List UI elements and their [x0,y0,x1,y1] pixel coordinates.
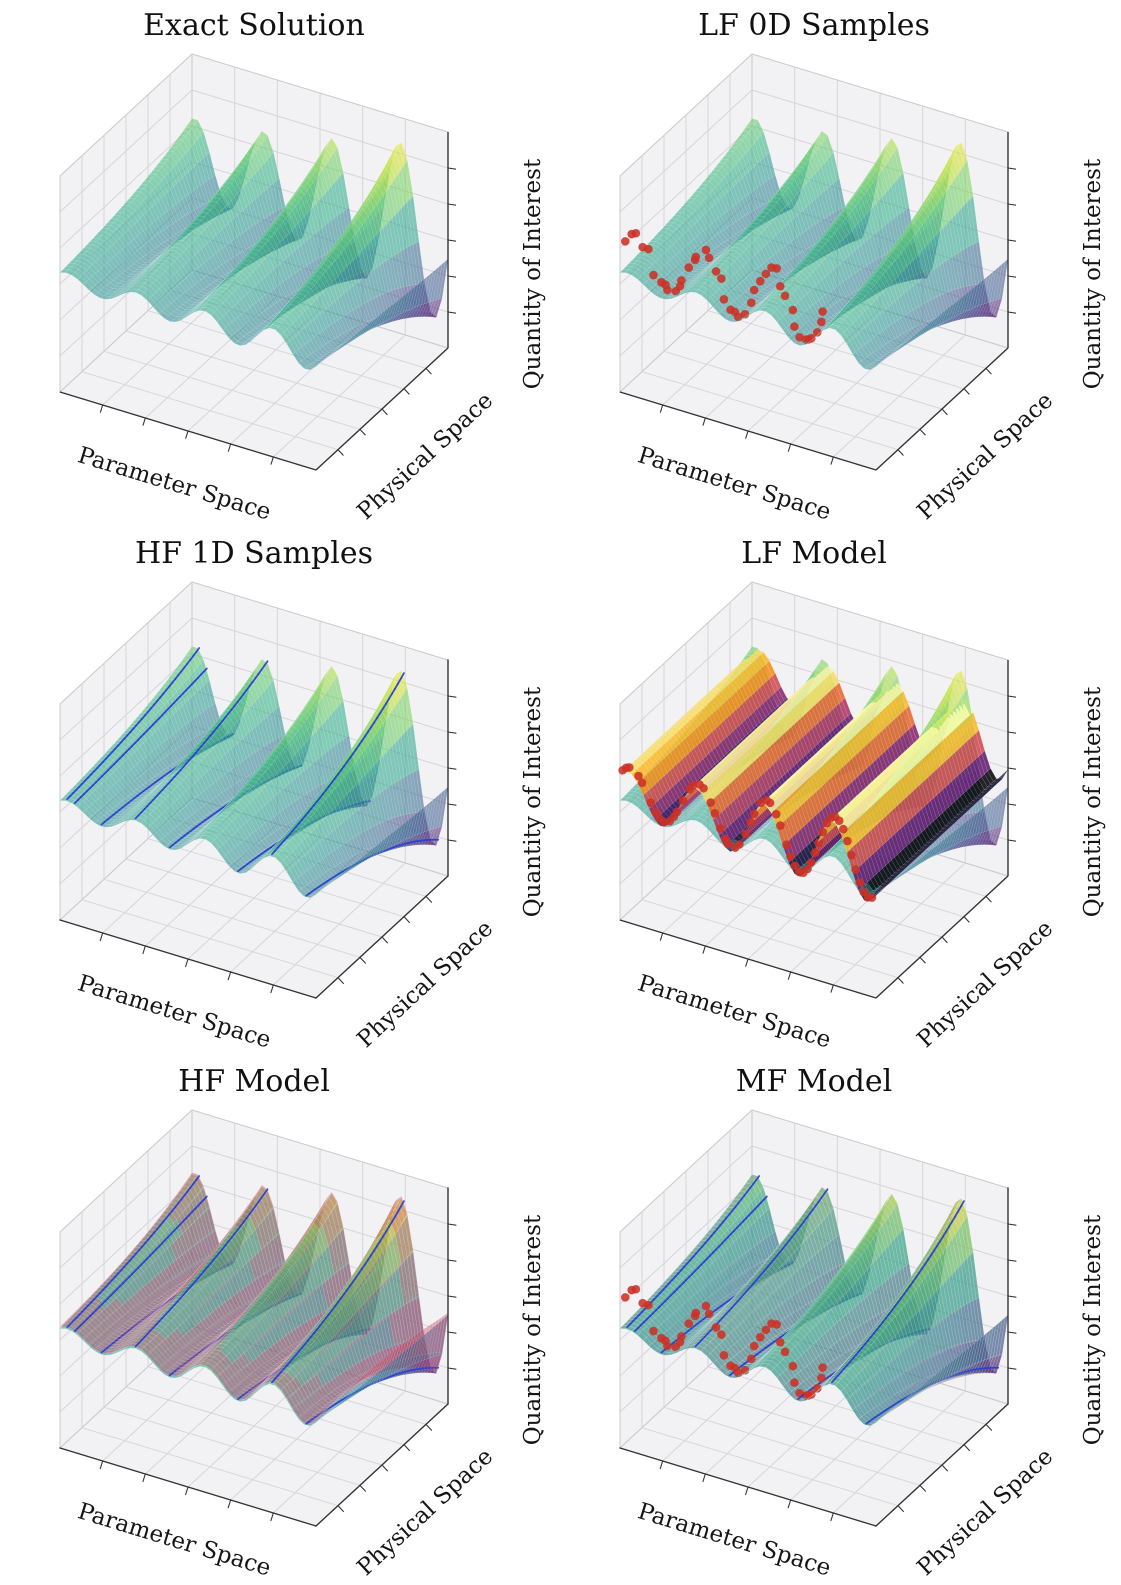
subplot-title-lf-0d-samples: LF 0D Samples [698,8,930,43]
subplot-mf-model: MF Model [560,1056,1120,1584]
surface-plot-canvas-lf-model [560,574,1120,1048]
subplot-title-exact-solution: Exact Solution [143,8,365,43]
surface-plot-canvas-hf-model [0,1102,560,1576]
surface-plot-canvas-hf-1d-samples [0,574,560,1048]
subplot-title-hf-model: HF Model [178,1064,330,1099]
subplot-title-mf-model: MF Model [735,1064,893,1099]
subplot-lf-model: LF Model [560,528,1120,1056]
subplot-title-lf-model: LF Model [741,536,887,571]
surface-plot-canvas-lf-0d-samples [560,46,1120,520]
subplot-hf-model: HF Model [0,1056,560,1584]
surface-plot-canvas-exact-solution [0,46,560,520]
subplot-title-hf-1d-samples: HF 1D Samples [134,536,374,571]
surface-plot-canvas-mf-model [560,1102,1120,1576]
subplot-lf-0d-samples: LF 0D Samples [560,0,1120,528]
subplot-hf-1d-samples: HF 1D Samples [0,528,560,1056]
subplot-exact-solution: Exact Solution [0,0,560,528]
